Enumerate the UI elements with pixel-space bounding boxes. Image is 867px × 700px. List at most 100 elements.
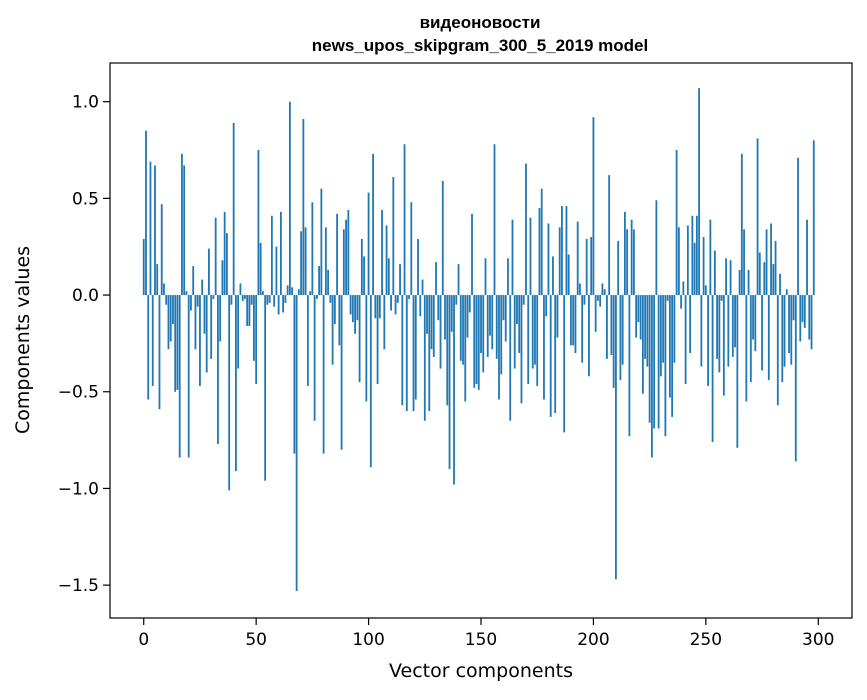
bar-240 [682, 281, 685, 296]
bar-143 [464, 295, 467, 402]
bar-2 [147, 295, 150, 400]
bar-156 [493, 144, 496, 296]
bar-267 [743, 229, 745, 296]
bar-130 [435, 262, 437, 296]
bar-242 [686, 225, 689, 296]
bar-11 [167, 295, 170, 350]
bar-169 [522, 295, 525, 305]
bar-43 [239, 283, 242, 296]
bar-13 [172, 295, 174, 325]
bar-243 [689, 295, 692, 354]
bar-168 [520, 295, 523, 404]
bar-108 [385, 225, 388, 296]
bar-141 [459, 295, 462, 361]
bar-49 [253, 295, 255, 361]
bar-4 [151, 295, 154, 386]
bar-175 [536, 295, 539, 386]
bar-227 [653, 295, 656, 429]
bar-51 [257, 150, 260, 296]
bar-132 [439, 295, 442, 369]
bar-279 [770, 223, 772, 296]
bar-212 [619, 295, 622, 381]
bar-215 [626, 229, 629, 296]
bar-53 [262, 291, 264, 296]
bar-265 [738, 269, 741, 296]
bar-236 [673, 295, 676, 363]
bar-177 [540, 188, 543, 296]
bar-17 [181, 153, 183, 296]
bar-153 [486, 295, 489, 357]
bar-171 [527, 295, 530, 385]
bar-222 [641, 295, 644, 394]
bar-154 [489, 295, 491, 336]
bar-10 [165, 295, 168, 305]
x-tick-label: 250 [690, 630, 722, 650]
bar-231 [662, 295, 665, 363]
bar-297 [810, 295, 813, 350]
bar-229 [657, 295, 660, 429]
bar-296 [808, 295, 811, 340]
bar-295 [806, 219, 808, 296]
bar-256 [718, 295, 721, 373]
bar-165 [513, 295, 516, 369]
plot-frame [109, 62, 853, 619]
y-tick-label: −1.0 [58, 479, 99, 499]
bar-238 [677, 227, 680, 296]
bar-170 [525, 163, 527, 296]
bars-group [142, 88, 815, 591]
bar-179 [545, 295, 548, 317]
bar-14 [174, 295, 177, 392]
bar-145 [468, 295, 471, 313]
bar-86 [336, 213, 338, 296]
bar-288 [790, 295, 793, 365]
bar-196 [583, 295, 586, 305]
bar-60 [277, 295, 280, 315]
bar-87 [338, 295, 341, 346]
bar-213 [621, 295, 624, 365]
bar-255 [716, 295, 718, 359]
bar-274 [758, 252, 761, 296]
bar-180 [547, 223, 550, 296]
bar-1 [145, 130, 147, 296]
bar-241 [684, 295, 687, 385]
bar-125 [423, 295, 426, 421]
bar-251 [707, 295, 709, 386]
x-tick-label: 50 [245, 630, 267, 650]
bar-226 [650, 295, 653, 458]
bar-224 [646, 295, 649, 367]
bar-41 [235, 295, 237, 472]
bar-65 [288, 101, 291, 296]
bar-245 [693, 242, 696, 296]
chart-title: видеоновости [420, 13, 541, 32]
bar-247 [698, 88, 700, 296]
bar-22 [192, 266, 195, 296]
bar-109 [387, 258, 390, 296]
bar-203 [599, 295, 602, 307]
bar-183 [554, 295, 557, 414]
bar-176 [538, 208, 541, 296]
bar-45 [244, 295, 246, 299]
bar-19 [185, 291, 188, 296]
bar-129 [432, 295, 435, 357]
bar-104 [376, 295, 379, 385]
bar-188 [565, 206, 568, 296]
bar-217 [630, 219, 633, 296]
bar-118 [408, 295, 410, 299]
bar-208 [610, 295, 613, 356]
bar-184 [556, 295, 559, 338]
x-tick-label: 150 [465, 630, 497, 650]
bar-164 [511, 219, 514, 296]
bar-136 [448, 295, 451, 470]
bar-237 [675, 150, 678, 296]
bar-293 [801, 295, 804, 323]
bar-83 [329, 295, 332, 303]
x-tick-label: 200 [577, 630, 609, 650]
bar-68 [295, 295, 298, 591]
bar-259 [725, 258, 727, 296]
bar-283 [779, 273, 781, 296]
bar-29 [208, 248, 210, 296]
bar-275 [761, 295, 763, 371]
bar-57 [270, 215, 273, 296]
bar-103 [374, 295, 377, 319]
